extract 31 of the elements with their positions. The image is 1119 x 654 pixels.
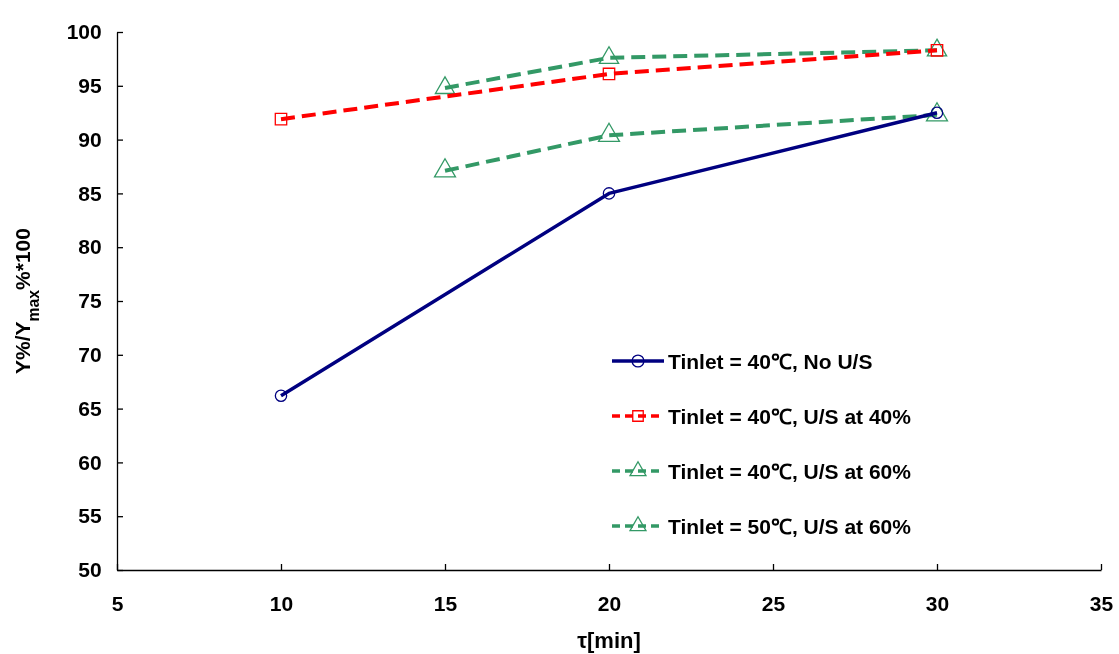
y-tick-label: 50	[78, 558, 102, 582]
x-axis-title: τ[min]	[577, 628, 641, 653]
point	[434, 76, 456, 95]
y-tick-label: 65	[78, 396, 103, 420]
y-tick-label: 85	[78, 181, 103, 205]
point	[602, 187, 616, 200]
x-tick-label: 20	[597, 591, 622, 615]
point	[597, 122, 621, 142]
y-tick-label: 70	[78, 343, 102, 367]
y-tick-label: 90	[78, 127, 102, 151]
x-tick-label: 10	[269, 591, 294, 615]
x-tick-label: 5	[111, 591, 124, 615]
legend-label: Tinlet = 40℃, No U/S	[668, 350, 873, 373]
y-tick-label: 80	[78, 235, 102, 259]
point	[433, 158, 457, 178]
legend-label: Tinlet = 40℃, U/S at 60%	[668, 460, 912, 483]
x-tick-label: 25	[761, 591, 786, 615]
y-tick-label: 75	[78, 289, 103, 313]
point	[274, 389, 288, 402]
point	[274, 112, 288, 126]
legend-label: Tinlet = 50℃, U/S at 60%	[668, 515, 912, 538]
x-tick-label: 30	[925, 591, 950, 615]
y-tick-label: 55	[78, 504, 103, 528]
x-tick-label: 15	[433, 591, 458, 615]
legend-label: Tinlet = 40℃, U/S at 40%	[668, 405, 912, 428]
y-tick-label: 60	[78, 450, 102, 474]
y-tick-label: 100	[66, 20, 102, 44]
point	[925, 102, 949, 122]
x-tick-label: 35	[1089, 591, 1114, 615]
y-tick-label: 95	[78, 74, 103, 98]
point	[598, 46, 620, 65]
